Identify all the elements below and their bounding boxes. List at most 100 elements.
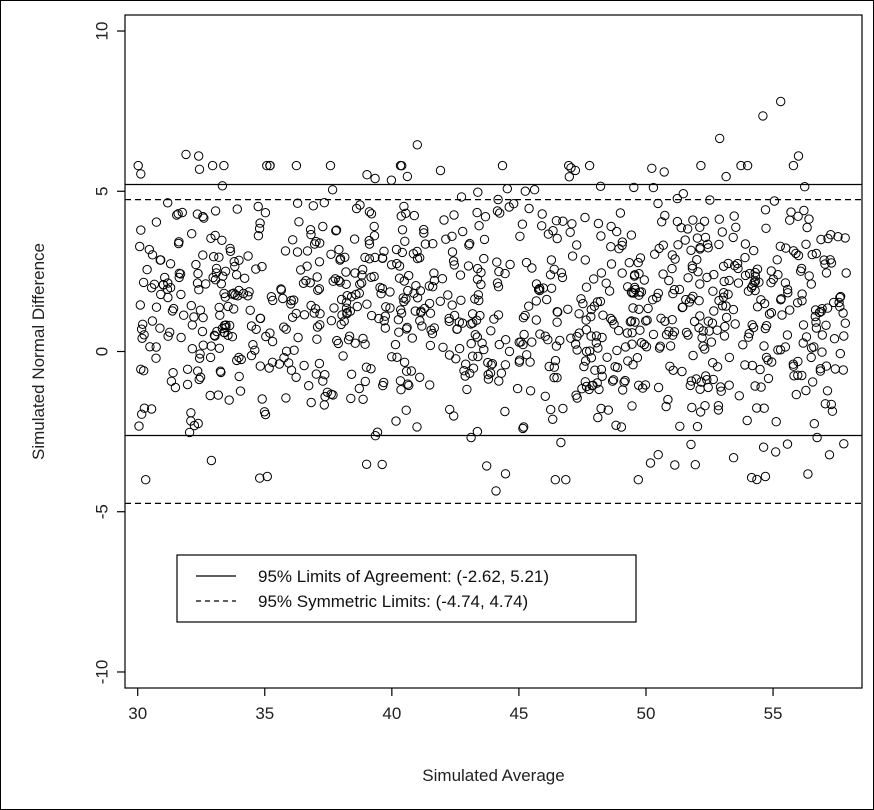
data-point — [801, 332, 812, 342]
data-point — [815, 364, 826, 374]
data-point — [415, 372, 425, 382]
data-point — [531, 315, 541, 325]
data-point — [334, 244, 344, 255]
data-point — [306, 397, 316, 408]
data-point — [344, 331, 355, 341]
data-point — [622, 328, 633, 338]
data-point — [627, 401, 637, 411]
data-point — [721, 312, 732, 323]
data-point — [328, 276, 338, 286]
data-point — [786, 207, 796, 217]
data-point — [796, 263, 807, 274]
data-point — [205, 352, 216, 363]
data-point — [386, 260, 397, 270]
data-point — [552, 373, 562, 383]
data-point — [472, 207, 482, 218]
data-point — [419, 224, 429, 235]
data-point — [255, 218, 265, 228]
data-point — [156, 255, 166, 265]
data-point — [362, 299, 372, 309]
data-point — [797, 296, 807, 306]
data-point — [551, 341, 562, 351]
data-point — [393, 315, 404, 325]
data-point — [695, 311, 705, 321]
data-point — [351, 203, 362, 214]
data-point — [675, 421, 685, 431]
data-point — [686, 294, 696, 304]
data-point — [350, 338, 360, 348]
data-point — [305, 278, 315, 288]
data-point — [695, 407, 706, 417]
data-point — [267, 357, 278, 367]
data-point — [136, 324, 147, 334]
data-point — [194, 151, 204, 161]
data-point — [730, 261, 740, 271]
data-point — [694, 296, 704, 306]
data-point — [500, 268, 510, 279]
data-point — [201, 279, 211, 289]
data-point — [752, 403, 762, 413]
data-point — [500, 360, 511, 370]
data-point — [403, 285, 413, 296]
data-point — [279, 353, 289, 363]
data-point — [608, 375, 619, 385]
data-point — [561, 475, 571, 485]
data-point — [141, 475, 151, 485]
data-point — [199, 213, 209, 223]
data-point — [833, 232, 843, 242]
data-point — [755, 364, 765, 375]
data-point — [306, 229, 316, 240]
data-point — [429, 323, 439, 333]
data-point — [672, 216, 683, 227]
data-point — [312, 322, 323, 332]
data-point — [838, 365, 848, 375]
data-point — [714, 239, 724, 250]
data-point — [448, 256, 459, 266]
data-point — [791, 248, 801, 259]
x-tick-label: 35 — [255, 704, 274, 723]
data-point — [219, 320, 230, 331]
data-point — [236, 354, 247, 365]
data-point — [311, 369, 321, 379]
data-point — [614, 325, 624, 336]
data-point — [227, 289, 237, 299]
data-point — [838, 308, 848, 318]
data-point — [840, 233, 850, 243]
data-point — [545, 270, 556, 280]
data-point — [319, 400, 329, 410]
data-point — [776, 294, 786, 304]
data-point — [701, 371, 711, 381]
data-point — [544, 361, 554, 372]
data-point — [733, 263, 743, 274]
data-point — [412, 140, 422, 150]
data-point — [817, 347, 827, 357]
x-axis: 30 35 40 45 50 55 — [128, 688, 783, 723]
data-point — [322, 387, 333, 397]
data-point — [641, 316, 651, 326]
data-point — [628, 303, 638, 313]
data-point — [135, 300, 146, 310]
data-point — [572, 393, 582, 403]
data-point — [633, 257, 643, 268]
data-point — [578, 298, 588, 309]
data-point — [783, 288, 793, 298]
data-point — [486, 326, 496, 336]
data-point — [404, 380, 414, 391]
data-point — [342, 307, 352, 318]
data-point — [800, 182, 810, 192]
data-point — [590, 365, 600, 375]
data-point — [759, 341, 769, 351]
data-point — [234, 371, 244, 382]
data-point — [683, 224, 693, 234]
data-point — [146, 283, 157, 293]
data-point — [612, 226, 622, 237]
data-point — [137, 333, 147, 343]
data-point — [476, 279, 486, 290]
data-point — [136, 169, 146, 179]
data-point — [151, 353, 161, 363]
data-point — [512, 383, 523, 394]
data-point — [467, 309, 478, 319]
data-point — [494, 266, 504, 277]
data-point — [584, 160, 595, 171]
data-point — [763, 355, 773, 365]
